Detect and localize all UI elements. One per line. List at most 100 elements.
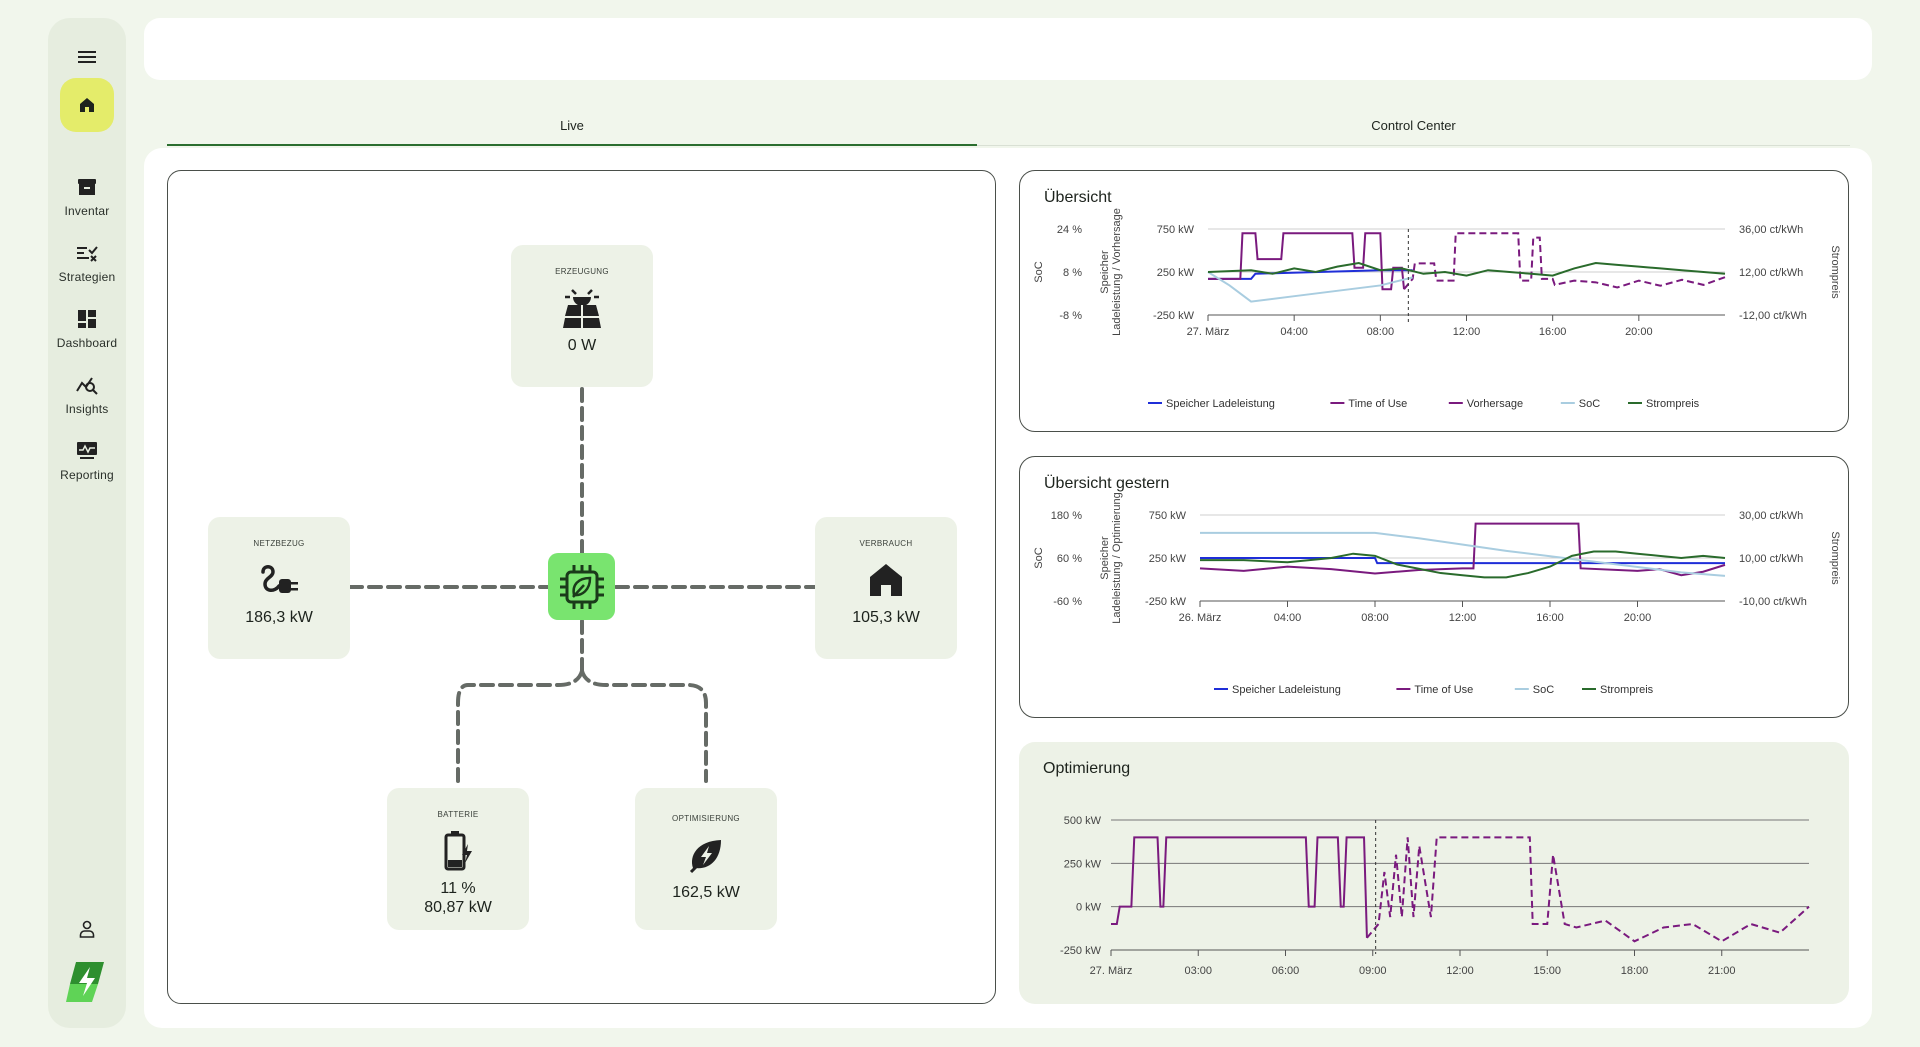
tab-control-center[interactable]: Control Center [977,106,1850,146]
x-tick-label: 27. März [1187,326,1230,338]
y-tick-label: -250 kW [1060,945,1102,957]
brand-logo-icon [64,958,110,1004]
series-line [1200,550,1726,579]
series-line [1207,271,1413,303]
tab-bar: Live Control Center [167,106,1850,146]
sidebar-item-inventar[interactable]: Inventar [48,174,126,218]
x-tick-label: 04:00 [1280,326,1308,338]
y-left-tick-label: 24 % [1057,224,1082,236]
node-title: ERZEUGUNG [555,267,609,276]
y-left-tick-label: 180 % [1051,510,1082,522]
archive-icon [48,174,126,200]
legend-label: Time of Use [1414,684,1473,696]
y-tick-label: 0 kW [1076,902,1102,914]
sidebar-item-insights[interactable]: Insights [48,372,126,416]
series-line [1200,557,1725,565]
x-tick-label: 20:00 [1625,326,1653,338]
energy-flow-panel: ERZEUGUNG 0 W NETZBEZUG 186,3 kW VERBRAU… [167,170,996,1004]
node-value: 162,5 kW [672,884,740,901]
y-tick-label: 500 kW [1064,815,1102,827]
node-title: BATTERIE [437,810,479,819]
node-erzeugung[interactable]: ERZEUGUNG 0 W [511,245,653,387]
sidebar-item-label: Reporting [60,468,114,482]
chart-title: Optimierung [1043,760,1131,777]
user-account-icon[interactable] [73,916,101,942]
hamburger-menu-icon[interactable] [73,44,101,70]
y-right-tick-label: 10,00 ct/kWh [1739,553,1803,565]
series-line [1207,262,1726,277]
chart-optimierung[interactable]: 500 kW 250 kW 0 kW -250 kW 27. März 03:00 06:0… [1019,742,1849,1004]
node-title: VERBRAUCH [859,539,913,548]
controller-chip-icon [559,564,604,609]
sidebar-item-strategien[interactable]: Strategien [48,240,126,284]
series-line [1111,836,1368,938]
legend-label: Strompreis [1600,684,1654,696]
node-batterie[interactable]: BATTERIE 11 % 80,87 kW [387,788,529,930]
y-right-tick-label: -12,00 ct/kWh [1739,310,1807,322]
chart-title: Übersicht gestern [1044,475,1170,492]
x-tick-label: 04:00 [1274,612,1302,624]
y-mid-tick-label: 250 kW [1149,553,1187,565]
y-left-axis-title: SoC [1033,261,1045,282]
chart-title: Übersicht [1044,189,1112,206]
strategy-list-icon [48,240,126,266]
legend-label: Vorhersage [1467,398,1523,410]
hub-controller[interactable] [548,553,615,620]
house-icon [815,556,957,604]
node-optimisierung[interactable]: OPTIMISIERUNG 162,5 kW [635,788,777,930]
chart-uebersicht[interactable]: 24 % 8 % -8 % 750 kW 250 kW -250 kW 36,00 ct/k… [1020,171,1850,433]
y-right-tick-label: 12,00 ct/kWh [1739,267,1803,279]
x-tick-label: 09:00 [1359,965,1387,977]
x-tick-label: 26. März [1179,612,1222,624]
y-tick-label: 250 kW [1064,858,1102,870]
x-tick-label: 12:00 [1449,612,1477,624]
x-tick-label: 08:00 [1361,612,1389,624]
sidebar-item-label: Strategien [58,270,116,284]
flow-connectors [348,387,818,783]
sidebar-item-label: Insights [65,402,109,416]
y-right-tick-label: 30,00 ct/kWh [1739,510,1803,522]
home-icon[interactable] [60,78,114,132]
top-bar [144,18,1872,80]
y-mid-axis-title: Ladeleistung / Optimierung [1111,492,1123,623]
x-tick-label: 12:00 [1446,965,1474,977]
y-mid-axis-title: Speicher [1099,250,1111,294]
y-left-tick-label: 8 % [1063,267,1082,279]
y-left-tick-label: -8 % [1059,310,1082,322]
legend-label: Strompreis [1646,398,1700,410]
legend-label: Speicher Ladeleistung [1166,398,1275,410]
sidebar: Inventar Strategien Dashboard Insights R… [48,18,126,1028]
y-mid-axis-title: Ladeleistung / Vorhersage [1111,208,1123,336]
node-verbrauch[interactable]: VERBRAUCH 105,3 kW [815,517,957,659]
sidebar-item-reporting[interactable]: Reporting [48,438,126,482]
node-value-power: 80,87 kW [424,899,492,916]
node-netzbezug[interactable]: NETZBEZUG 186,3 kW [208,517,350,659]
y-right-tick-label: 36,00 ct/kWh [1739,224,1803,236]
chart-uebersicht-gestern[interactable]: 180 % 60 % -60 % 750 kW 250 kW -250 kW 30,00 c… [1020,457,1850,719]
series-line [1208,232,1406,291]
series-line [1366,836,1810,943]
x-tick-label: 03:00 [1184,965,1212,977]
x-tick-label: 15:00 [1533,965,1561,977]
y-mid-tick-label: 250 kW [1157,267,1195,279]
x-tick-label: 18:00 [1621,965,1649,977]
y-right-axis-title: Strompreis [1829,531,1841,585]
chart-panel-uebersicht-gestern: Übersicht gestern 180 % 60 % -60 % 750 kW 25… [1019,456,1849,718]
chart-panel-optimierung: Optimierung 500 kW 250 kW 0 kW -250 kW 27. M… [1019,742,1849,1004]
legend-label: SoC [1579,398,1600,410]
x-tick-label: 12:00 [1453,326,1481,338]
sidebar-item-label: Dashboard [56,336,118,350]
sidebar-item-dashboard[interactable]: Dashboard [48,306,126,350]
node-value-soc: 11 % [440,880,476,897]
x-tick-label: 16:00 [1536,612,1564,624]
battery-charging-icon [387,827,529,875]
solar-panel-icon [511,284,653,332]
y-left-tick-label: -60 % [1053,596,1082,608]
x-tick-label: 27. März [1090,965,1133,977]
grid-plug-icon [208,556,350,604]
node-value: 0 W [567,337,597,354]
x-tick-label: 20:00 [1624,612,1652,624]
chart-panel-uebersicht: Übersicht 24 % 8 % -8 % 750 kW 250 kW -250 kW… [1019,170,1849,432]
x-tick-label: 06:00 [1272,965,1300,977]
tab-live[interactable]: Live [167,106,977,146]
